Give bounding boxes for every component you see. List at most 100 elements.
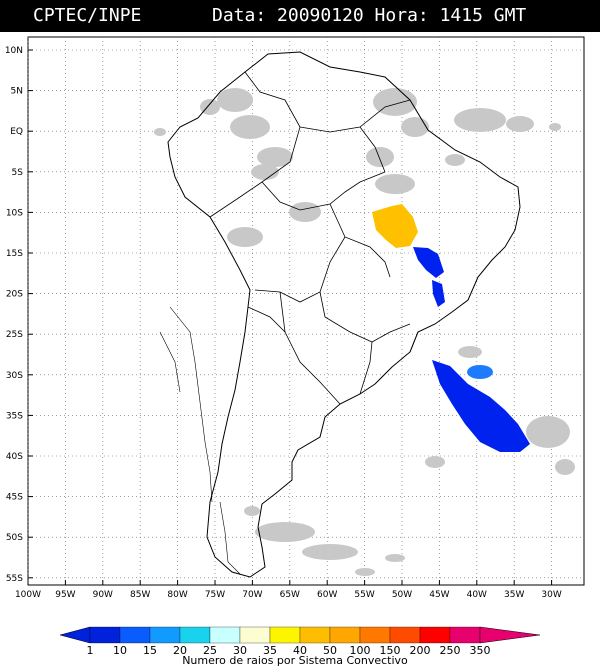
legend-swatch (389, 626, 421, 644)
cloud-patch (375, 174, 415, 194)
cloud-patch (454, 108, 506, 132)
lat-label: 45S (6, 493, 23, 503)
cloud-patch (506, 116, 534, 132)
date-time-label: Data: 20090120 Hora: 1415 GMT (212, 5, 527, 26)
lon-label: 85W (130, 590, 150, 600)
legend-swatch (269, 626, 301, 644)
legend-swatch (299, 626, 331, 644)
cloud-patch (355, 568, 375, 576)
lon-label: 35W (504, 590, 524, 600)
legend-tick-label: 150 (380, 644, 401, 657)
lon-label: 80W (167, 590, 187, 600)
lightning-map: 10N5NEQ5S10S15S20S25S30S35S40S45S50S55S … (5, 36, 585, 600)
lat-label: 5N (11, 87, 23, 97)
legend-tick-label: 1 (87, 644, 94, 657)
country-border (254, 236, 346, 303)
graticule (27, 37, 584, 585)
legend-swatch (359, 626, 391, 644)
lightning-cluster-blue (432, 280, 445, 307)
cloud-patch (385, 554, 405, 562)
lat-label: 20S (6, 290, 23, 300)
lon-label: 30W (541, 590, 561, 600)
coast-detail (219, 501, 241, 575)
cloud-patch (401, 117, 429, 137)
lat-label: 30S (6, 371, 23, 381)
lon-label: 60W (317, 590, 337, 600)
agency-label: CPTEC/INPE (33, 5, 142, 26)
cloud-patch (289, 202, 321, 222)
legend-tick-label: 20 (173, 644, 187, 657)
country-border (319, 291, 411, 343)
cloud-patch (458, 346, 482, 358)
cloud-patch (445, 154, 465, 166)
legend-swatch (149, 626, 181, 644)
lightning-cluster-orange (372, 204, 418, 248)
cloud-patch (251, 164, 279, 180)
cloud-patch (154, 128, 166, 136)
legend-arrow-left (59, 626, 91, 644)
legend-swatch (329, 626, 361, 644)
legend-swatch (449, 626, 481, 644)
longitude-labels: 100W 95W 90W 85W 80W 75W 70W 65W 60W 55W 50W 45W 40W… (15, 590, 562, 600)
lat-label: 10S (6, 208, 23, 218)
lat-label: 25S (6, 330, 23, 340)
country-border (329, 203, 391, 278)
south-america-coastline (167, 51, 521, 578)
legend-tick-label: 25 (203, 644, 217, 657)
country-border (409, 331, 419, 353)
coast-detail (169, 306, 213, 503)
lon-label: 90W (93, 590, 113, 600)
lightning-cluster-lightblue (467, 365, 493, 379)
country-borders (159, 51, 521, 578)
lat-label: 55S (6, 574, 23, 584)
cloud-patch (555, 459, 575, 475)
country-border (279, 291, 341, 405)
legend-caption: Numero de raios por Sistema Convectivo (182, 654, 408, 667)
country-border (359, 341, 373, 395)
legend-swatch (119, 626, 151, 644)
cloud-patch (217, 88, 253, 112)
cloud-patch (230, 115, 270, 139)
lightning-cluster-blue (432, 360, 530, 452)
legend-swatch (419, 626, 451, 644)
country-border (247, 306, 286, 333)
cloud-patch (244, 506, 260, 516)
coast-detail (159, 331, 181, 393)
legend-tick-label: 15 (143, 644, 157, 657)
cloud-patch (255, 522, 315, 542)
lon-label: 100W (15, 590, 41, 600)
lon-label: 55W (354, 590, 374, 600)
color-legend: 1 10 15 20 25 30 35 40 50 100 150 200 250 350 Numero … (59, 626, 541, 667)
lat-label: 15S (6, 249, 23, 259)
lat-label: 5S (12, 168, 24, 178)
cloud-patch (549, 123, 561, 131)
cloud-patch (425, 456, 445, 468)
lightning-cluster-blue (413, 247, 444, 278)
lon-label: 45W (429, 590, 449, 600)
lon-label: 75W (205, 590, 225, 600)
cloud-patch (526, 416, 570, 448)
legend-tick-labels: 1 10 15 20 25 30 35 40 50 100 150 200 250 350 (87, 644, 491, 657)
cloud-patch (227, 227, 263, 247)
legend-tick-label: 10 (113, 644, 127, 657)
country-border (359, 126, 386, 173)
convective-systems (372, 204, 530, 452)
legend-arrow-right (479, 626, 541, 644)
lon-label: 50W (392, 590, 412, 600)
country-border (244, 71, 301, 128)
lat-label: EQ (10, 127, 23, 137)
lon-label: 95W (55, 590, 75, 600)
legend-swatches (59, 626, 541, 644)
legend-swatch (209, 626, 241, 644)
lon-label: 40W (467, 590, 487, 600)
cloud-patch (200, 99, 220, 115)
cloud-patch (257, 147, 293, 167)
lon-label: 70W (242, 590, 262, 600)
legend-tick-label: 50 (323, 644, 337, 657)
legend-swatch (239, 626, 271, 644)
legend-tick-label: 250 (440, 644, 461, 657)
legend-tick-label: 35 (263, 644, 277, 657)
lat-label: 10N (5, 46, 23, 56)
lon-label: 65W (280, 590, 300, 600)
legend-tick-label: 200 (410, 644, 431, 657)
